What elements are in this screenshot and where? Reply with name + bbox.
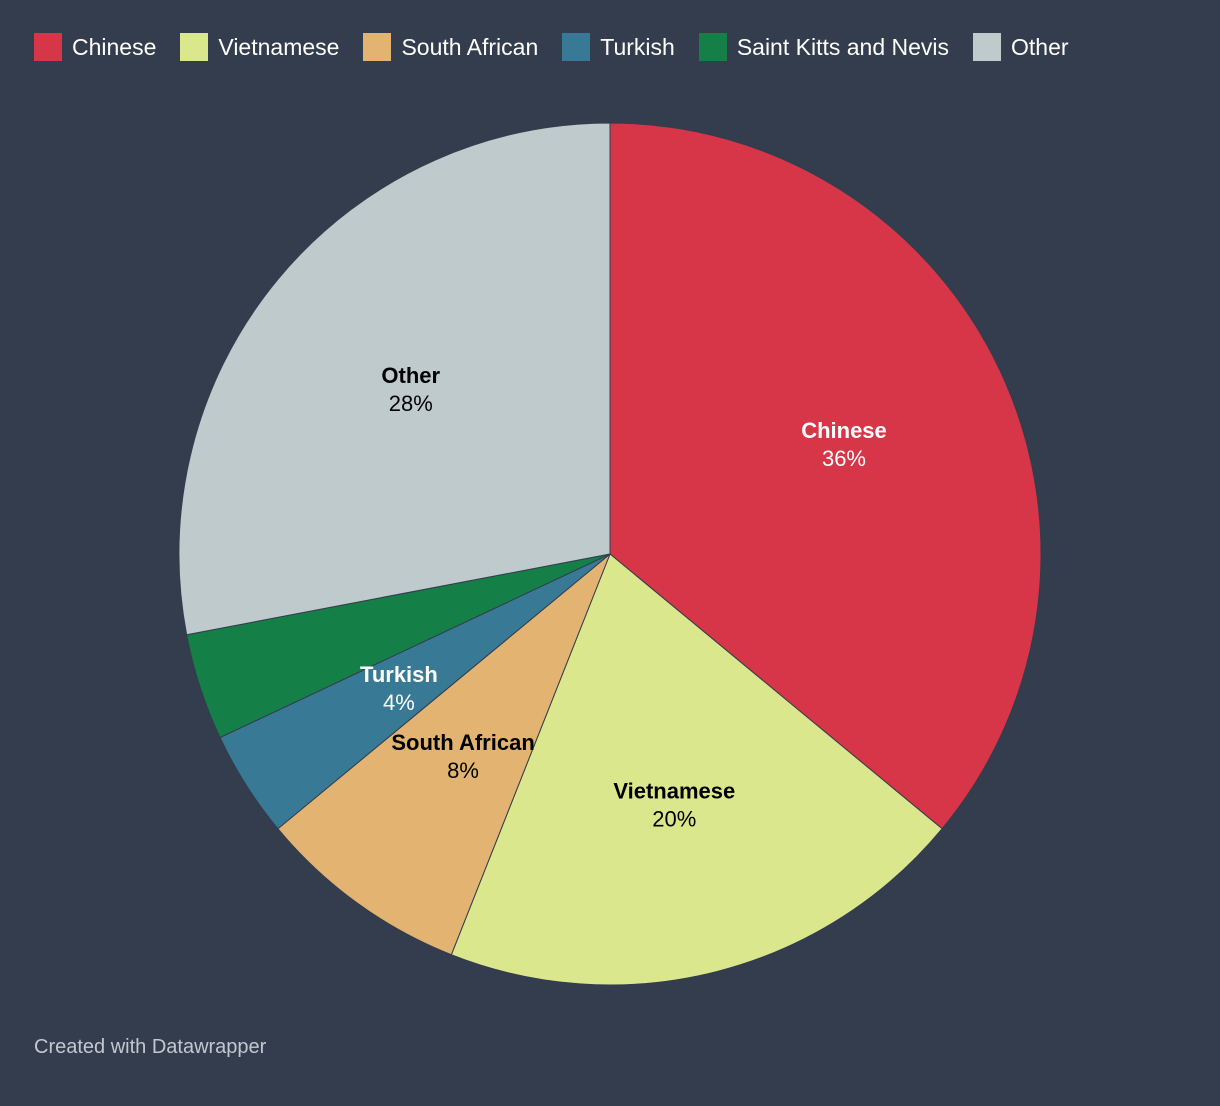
slice-label: Chinese 36%	[801, 418, 887, 471]
slice-label-value: 8%	[447, 758, 479, 783]
slice-label-name: Other	[381, 363, 440, 388]
slice-label-value: 36%	[822, 446, 866, 471]
slice-label-name: South African	[391, 730, 534, 755]
legend-label: South African	[401, 34, 539, 60]
legend-label: Turkish	[600, 34, 675, 60]
slice-label-name: Chinese	[801, 418, 887, 443]
pie-slice-south-african	[277, 553, 611, 956]
slice-label: Turkish 4%	[360, 662, 438, 715]
legend-swatch	[973, 33, 1002, 61]
chart-legend: Chinese Vietnamese South African Turkish Sai…	[34, 33, 1093, 61]
legend-item: Vietnamese	[180, 33, 339, 61]
slice-label-value: 28%	[389, 391, 433, 416]
slice-label-value: 4%	[383, 690, 415, 715]
legend-label: Other	[1011, 34, 1069, 60]
legend-label: Saint Kitts and Nevis	[736, 34, 950, 60]
pie-slice-other	[178, 122, 611, 636]
legend-label: Chinese	[72, 34, 157, 60]
legend-swatch	[562, 33, 591, 61]
legend-item: Other	[973, 33, 1069, 61]
slice-label: South African 8%	[391, 730, 534, 783]
pie-slice-chinese	[609, 122, 1042, 830]
legend-item: South African	[363, 33, 538, 61]
legend-swatch	[180, 33, 209, 61]
legend-label: Vietnamese	[218, 34, 340, 60]
legend-swatch	[698, 33, 727, 61]
slice-label-value: 20%	[652, 806, 696, 831]
slice-label: Other 28%	[381, 363, 440, 416]
credit-footer: Created with Datawrapper	[34, 1036, 267, 1058]
pie-slice-vietnamese	[450, 553, 943, 986]
legend-swatch	[363, 33, 392, 61]
slice-label-name: Turkish	[360, 662, 438, 687]
slice-label-name: Vietnamese	[613, 778, 735, 803]
legend-swatch	[34, 33, 62, 61]
legend-item: Chinese	[34, 33, 156, 61]
slice-label: Vietnamese 20%	[613, 778, 735, 831]
legend-item: Saint Kitts and Nevis	[698, 33, 950, 61]
legend-item: Turkish	[562, 33, 675, 61]
